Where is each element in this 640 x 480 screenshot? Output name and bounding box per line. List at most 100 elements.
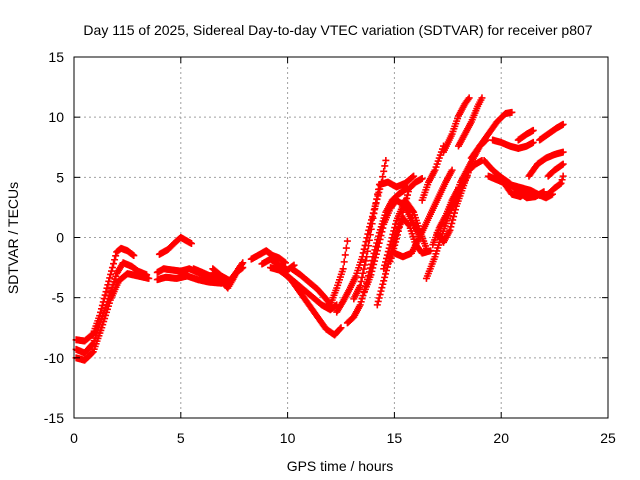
data-point xyxy=(239,264,247,272)
y-tick-label: 5 xyxy=(56,169,64,185)
data-series xyxy=(544,172,567,198)
grid xyxy=(74,57,608,418)
data-point xyxy=(88,349,96,357)
data-point xyxy=(447,223,455,231)
data-series xyxy=(279,268,345,339)
data-point xyxy=(409,207,417,215)
x-axis-label: GPS time / hours xyxy=(287,458,394,474)
data-series xyxy=(209,264,247,285)
data-point xyxy=(376,291,384,299)
x-tick-label: 0 xyxy=(70,430,78,446)
data-point xyxy=(379,280,387,288)
data-point xyxy=(343,237,351,245)
x-tick-label: 25 xyxy=(600,430,616,446)
data-point xyxy=(386,258,394,266)
data-point xyxy=(362,238,370,246)
data-point xyxy=(361,261,369,269)
data-point xyxy=(367,271,375,279)
data-point xyxy=(357,278,365,286)
chart-title: Day 115 of 2025, Sidereal Day-to-day VTE… xyxy=(83,22,592,38)
data-series xyxy=(350,172,418,303)
data-point xyxy=(398,212,406,220)
x-tick-label: 10 xyxy=(280,430,296,446)
data-point xyxy=(371,205,379,213)
data-series xyxy=(514,126,537,144)
data-point xyxy=(340,258,348,266)
data-point xyxy=(465,94,473,102)
data-point xyxy=(370,209,378,217)
data-point xyxy=(373,195,381,203)
data-point xyxy=(372,250,380,258)
data-point xyxy=(382,156,390,164)
data-point xyxy=(448,219,456,227)
data-point xyxy=(356,282,364,290)
data-point xyxy=(397,216,405,224)
data-point xyxy=(396,220,404,228)
data-series xyxy=(544,160,567,180)
data-point xyxy=(102,288,110,296)
y-tick-label: 0 xyxy=(56,230,64,246)
y-tick-label: -10 xyxy=(44,350,64,366)
data-point xyxy=(337,324,345,332)
data-point xyxy=(339,265,347,273)
data-point xyxy=(402,198,410,206)
data-point xyxy=(529,138,537,146)
data-point xyxy=(358,273,366,281)
data-point xyxy=(342,244,350,252)
data-point xyxy=(559,148,567,156)
data-series xyxy=(454,94,486,150)
data-point xyxy=(103,284,111,292)
data-point xyxy=(422,244,430,252)
data-point xyxy=(377,232,385,240)
data-point xyxy=(395,223,403,231)
data-point xyxy=(112,252,120,260)
data-point xyxy=(380,277,388,285)
data-point xyxy=(379,224,387,232)
data-point xyxy=(375,294,383,302)
data-point xyxy=(363,253,371,261)
data-point xyxy=(558,176,566,184)
data-point xyxy=(557,179,565,187)
data-point xyxy=(374,243,382,251)
data-point xyxy=(341,251,349,259)
data-point xyxy=(418,175,426,183)
data-point xyxy=(399,208,407,216)
data-point xyxy=(368,267,376,275)
data-point xyxy=(368,220,376,228)
data-point xyxy=(376,235,384,243)
data-point xyxy=(450,213,458,221)
data-point xyxy=(404,220,412,228)
data-point xyxy=(387,254,395,262)
data-point xyxy=(381,273,389,281)
data-series xyxy=(536,120,567,144)
data-point xyxy=(381,261,389,269)
data-point xyxy=(451,209,459,217)
y-tick-label: -5 xyxy=(52,290,65,306)
data-point xyxy=(372,200,380,208)
data-point xyxy=(375,185,383,193)
data-point xyxy=(379,173,387,181)
data-point xyxy=(110,260,118,268)
data-series xyxy=(418,142,448,204)
data-series xyxy=(444,172,471,217)
data-point xyxy=(336,325,344,333)
data-point xyxy=(427,247,435,255)
data-point xyxy=(391,241,399,249)
x-tick-label: 20 xyxy=(493,430,509,446)
data-point xyxy=(374,190,382,198)
data-point xyxy=(559,160,567,168)
data-point xyxy=(130,252,138,260)
data-point xyxy=(373,301,381,309)
data-point xyxy=(392,238,400,246)
data-point xyxy=(446,226,454,234)
data-point xyxy=(360,265,368,273)
data-point xyxy=(463,172,471,180)
data-point xyxy=(369,214,377,222)
data-series xyxy=(467,108,516,162)
data-point xyxy=(448,166,456,174)
data-series xyxy=(72,270,153,364)
y-axis-label: SDTVAR / TECUs xyxy=(5,182,21,294)
data-point xyxy=(559,172,567,180)
